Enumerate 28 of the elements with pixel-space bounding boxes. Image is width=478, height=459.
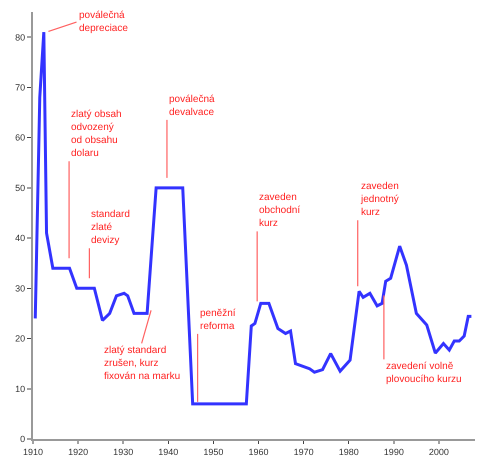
x-tick-label: 1950 [203,446,224,457]
annotation: zlatý obsah odvozený od obsahu dolaru [71,109,122,159]
y-tick-label: 70 [15,82,26,92]
y-tick-label: 10 [15,384,26,394]
annotation: peněžní reforma [200,308,236,332]
x-tick-label: 1940 [158,446,178,457]
x-tick-label: 1910 [22,446,44,457]
y-tick-label: 0 [20,434,26,444]
annotation: zavedení volně plovoucího kurzu [386,361,462,385]
annotation: poválečná depreciace [79,10,128,34]
x-tick-label: 1970 [294,446,314,457]
y-tick-label: 30 [15,283,26,294]
x-tick-label: 1980 [338,446,359,457]
x-tick-label: 1960 [248,446,269,457]
y-tick-label: 50 [15,182,26,193]
y-tick-label: 60 [15,132,26,143]
annotation: zaveden jednotný kurz [360,181,399,218]
x-tick-label: 1920 [68,446,88,457]
x-tick-label: 1930 [113,446,134,457]
annotation: poválečná devalvace [169,94,216,118]
annotation: zaveden obchodní kurz [259,192,300,229]
y-tick-label: 80 [15,32,26,42]
annotation: zlatý standard zrušen, kurz fixován na marku [104,345,180,382]
y-tick-label: 40 [15,233,26,244]
x-tick-label: 2000 [428,446,449,457]
annotation: standard zlaté devizy [91,209,130,246]
x-tick-label: 1990 [384,446,404,457]
y-tick-label: 20 [15,334,26,344]
